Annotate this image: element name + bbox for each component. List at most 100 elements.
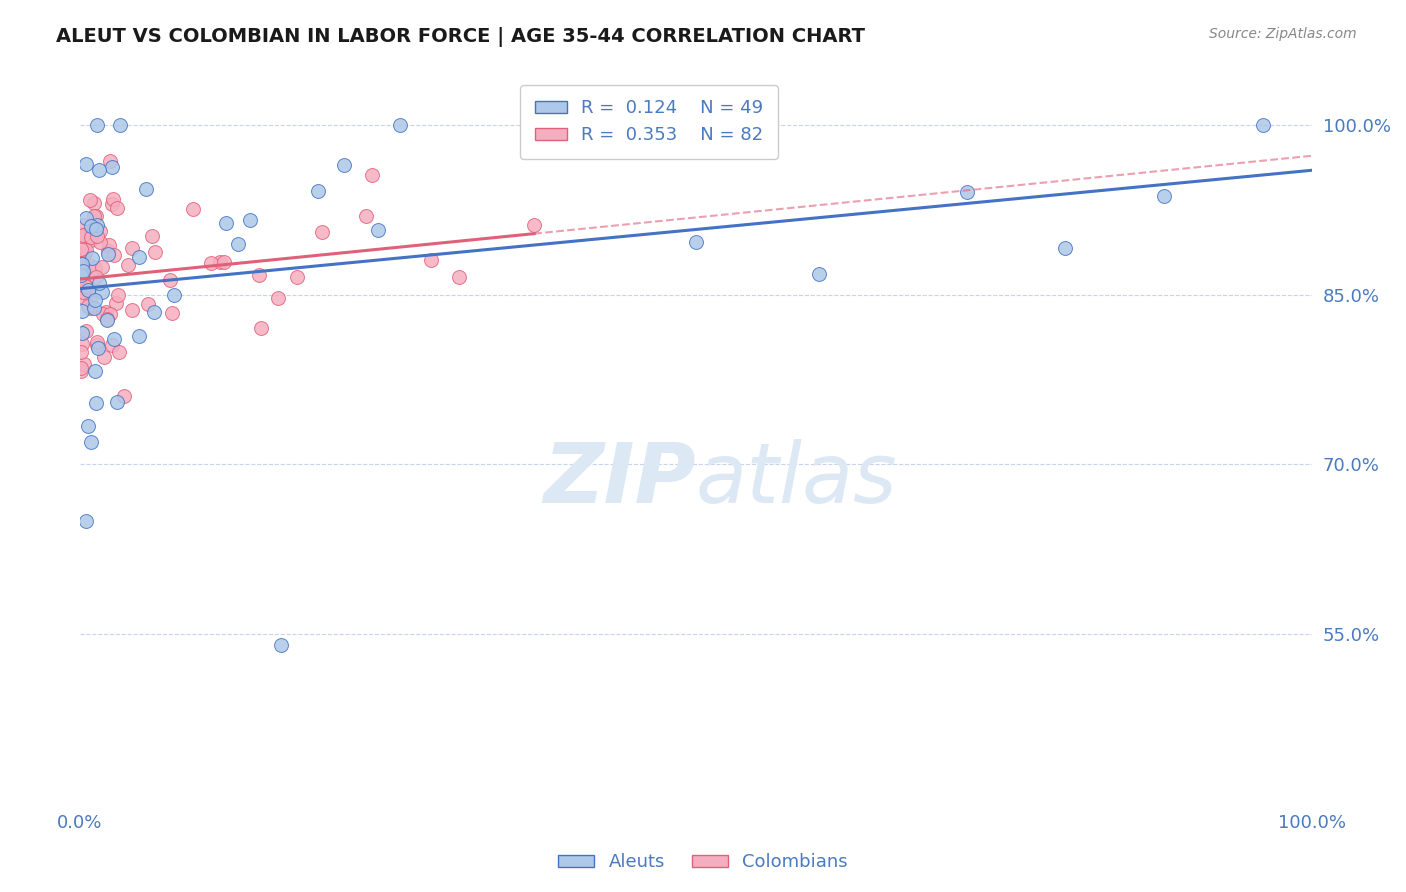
Point (75, 243, 97, 257)
Point (73, 357, 96, 371)
Point (86, 269, 108, 284)
Point (86, 229, 108, 244)
Point (93, 307, 115, 321)
Point (97, 246, 120, 260)
Point (72, 285, 94, 300)
Point (83, 195, 105, 210)
Point (89, 277, 111, 291)
Point (70, 229, 93, 244)
Point (160, 306, 183, 320)
Point (128, 328, 150, 343)
Point (956, 185, 979, 199)
Point (121, 303, 143, 318)
Point (87, 341, 110, 355)
Point (83, 209, 105, 223)
Point (107, 345, 129, 359)
Point (76, 280, 98, 294)
Point (72, 290, 94, 304)
Point (215, 216, 238, 230)
Point (77, 299, 100, 313)
Point (75, 324, 97, 338)
Point (523, 218, 546, 232)
Point (70, 326, 93, 341)
Point (808, 267, 831, 281)
Point (79, 259, 101, 273)
Point (76, 419, 98, 434)
Point (142, 305, 165, 319)
Point (103, 332, 125, 346)
Point (75, 211, 97, 226)
Point (80, 219, 103, 233)
Point (84, 221, 107, 235)
Point (96, 305, 118, 319)
Point (83, 301, 105, 315)
Point (80, 233, 103, 247)
Point (107, 287, 129, 301)
Point (86, 338, 108, 352)
Point (83, 261, 105, 276)
Point (250, 321, 273, 335)
Point (136, 296, 159, 310)
Text: ALEUT VS COLOMBIAN IN LABOR FORCE | AGE 35-44 CORRELATION CHART: ALEUT VS COLOMBIAN IN LABOR FORCE | AGE … (56, 27, 865, 46)
Point (361, 168, 384, 182)
Point (79, 294, 101, 309)
Point (270, 638, 292, 652)
Point (267, 291, 290, 305)
Point (143, 244, 166, 259)
Point (117, 259, 139, 273)
Point (72, 269, 94, 284)
Point (96, 311, 118, 326)
Point (90, 260, 112, 274)
Point (135, 182, 157, 196)
Point (73, 246, 96, 260)
Point (1153, 189, 1175, 203)
Point (128, 250, 150, 264)
Point (105, 201, 128, 215)
Point (86, 395, 108, 409)
Point (91, 285, 114, 299)
Point (163, 288, 186, 302)
Point (247, 268, 270, 283)
Point (685, 235, 707, 249)
Point (70, 271, 93, 285)
Text: atlas: atlas (696, 440, 897, 521)
Point (100, 160, 122, 174)
Point (183, 202, 205, 216)
Point (89, 224, 111, 238)
Point (80, 434, 103, 449)
Point (112, 389, 135, 403)
Point (449, 269, 471, 284)
Point (226, 237, 249, 252)
Point (70, 276, 93, 290)
Point (73, 279, 96, 293)
Point (159, 273, 181, 287)
Point (70, 242, 93, 256)
Point (72, 264, 94, 278)
Point (72, 227, 94, 242)
Point (239, 213, 262, 227)
Point (367, 223, 389, 237)
Point (103, 248, 125, 262)
Point (104, 296, 127, 310)
Point (214, 255, 236, 269)
Point (98, 154, 121, 169)
Point (72, 337, 94, 351)
Point (70, 304, 93, 318)
Point (86, 118, 108, 132)
Point (70, 364, 93, 378)
Point (98, 238, 121, 252)
Point (79, 193, 101, 207)
Point (70, 345, 93, 359)
Legend: Aleuts, Colombians: Aleuts, Colombians (551, 847, 855, 879)
Point (75, 157, 97, 171)
Point (93, 350, 115, 364)
Legend: R =  0.124    N = 49, R =  0.353    N = 82: R = 0.124 N = 49, R = 0.353 N = 82 (520, 85, 778, 159)
Point (420, 253, 443, 268)
Point (97, 244, 120, 258)
Point (79, 301, 101, 315)
Point (72, 218, 94, 232)
Point (200, 255, 222, 269)
Point (108, 118, 131, 132)
Point (121, 241, 143, 255)
Point (307, 184, 329, 198)
